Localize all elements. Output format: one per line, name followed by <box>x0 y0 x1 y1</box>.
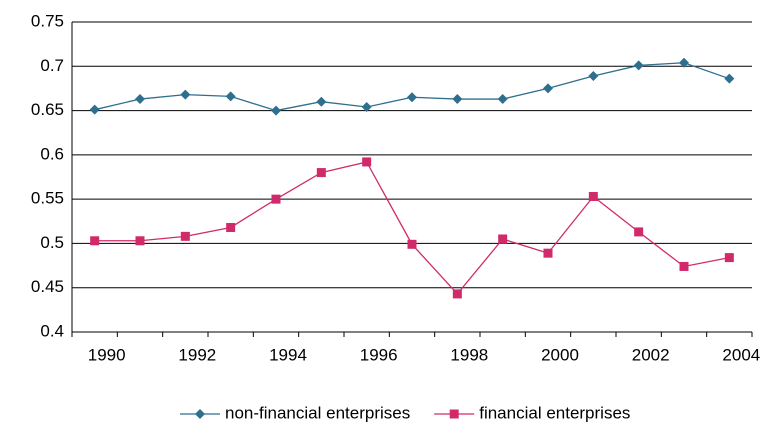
x-tick-label: 2000 <box>541 345 579 364</box>
marker <box>135 236 145 246</box>
marker <box>407 92 417 103</box>
x-tick-label: 2002 <box>632 345 670 364</box>
marker <box>195 409 205 419</box>
y-tick-label: 0.45 <box>31 277 64 296</box>
x-tick-label: 1998 <box>450 345 488 364</box>
x-tick-label: 1994 <box>269 345 307 364</box>
x-tick-label: 1996 <box>360 345 398 364</box>
marker <box>543 248 553 258</box>
x-tick-label: 2004 <box>722 345 760 364</box>
marker <box>588 71 599 82</box>
y-tick-label: 0.65 <box>31 100 64 119</box>
marker <box>89 104 100 115</box>
marker <box>497 94 508 105</box>
y-tick-label: 0.75 <box>31 11 64 30</box>
marker <box>449 409 459 419</box>
legend-label: non-financial enterprises <box>225 403 410 422</box>
marker <box>180 231 190 241</box>
marker <box>543 83 553 94</box>
x-tick-label: 1990 <box>88 345 126 364</box>
marker <box>679 261 689 271</box>
marker <box>452 94 463 105</box>
marker <box>361 102 372 113</box>
marker <box>90 236 100 246</box>
marker <box>180 89 191 100</box>
marker <box>679 57 689 68</box>
marker <box>135 94 145 105</box>
marker <box>498 234 508 244</box>
y-tick-label: 0.55 <box>31 189 64 208</box>
series-line <box>94 161 730 295</box>
y-tick-label: 0.7 <box>40 56 64 75</box>
series-line <box>94 62 730 112</box>
y-tick-label: 0.4 <box>40 321 64 340</box>
marker <box>271 194 281 204</box>
marker <box>226 222 236 232</box>
legend-label: financial enterprises <box>479 403 630 422</box>
y-tick-label: 0.6 <box>40 144 64 163</box>
marker <box>271 105 281 116</box>
marker <box>225 91 236 102</box>
marker <box>724 73 735 84</box>
marker <box>633 60 644 71</box>
marker <box>362 157 372 167</box>
marker <box>452 289 462 299</box>
marker <box>316 96 327 107</box>
x-tick-label: 1992 <box>178 345 216 364</box>
marker <box>724 253 734 263</box>
marker <box>588 191 598 201</box>
marker <box>316 168 326 178</box>
marker <box>407 239 417 249</box>
y-tick-label: 0.5 <box>40 233 64 252</box>
marker <box>634 227 644 237</box>
